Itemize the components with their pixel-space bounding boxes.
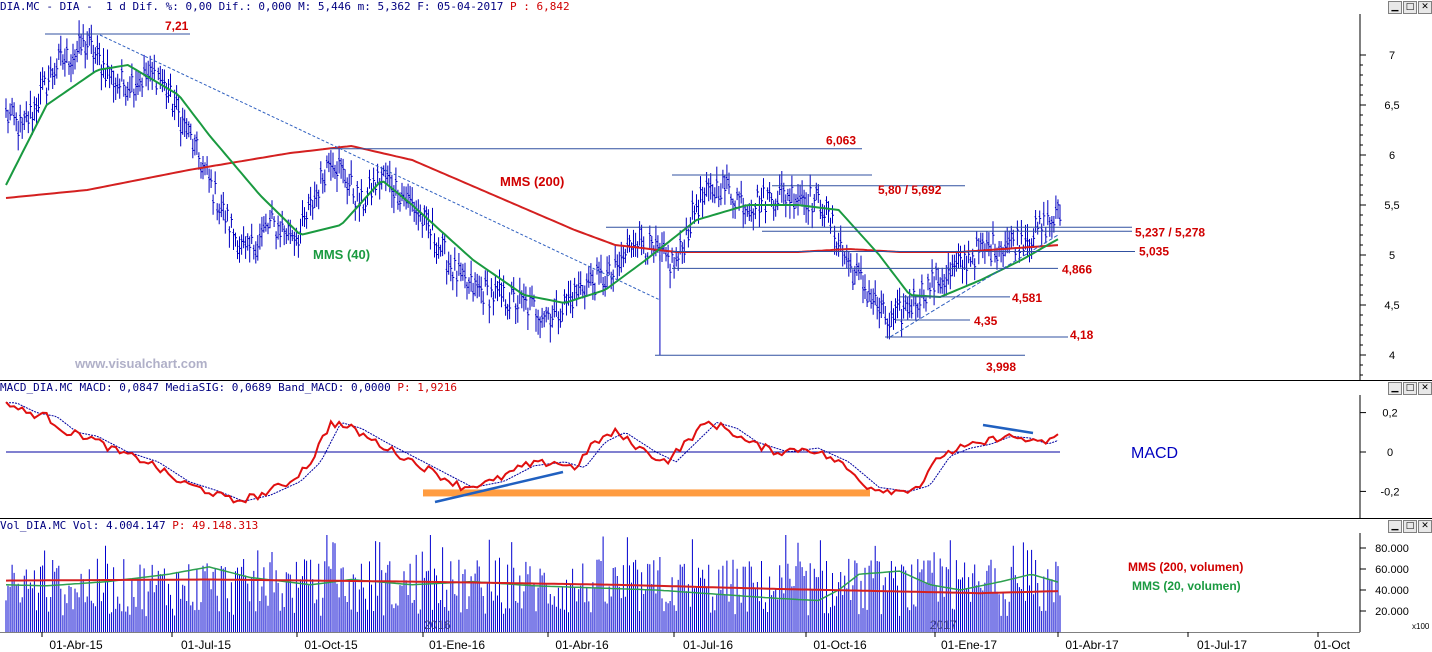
vol-ytick-label: 80.000 bbox=[1375, 543, 1409, 555]
price-ytick-label: 5,5 bbox=[1384, 200, 1399, 212]
x-tick-label: 01-Ene-16 bbox=[429, 638, 485, 652]
watermark: www.visualchart.com bbox=[74, 356, 207, 371]
macd-header-values: MACD_DIA.MC MACD: 0,0847 MediaSIG: 0,068… bbox=[0, 381, 391, 394]
vol-mms200-line bbox=[5, 578, 1059, 595]
x-tick-label: 01-Abr-15 bbox=[49, 638, 103, 652]
price-header-max: M: 5,446 bbox=[298, 0, 352, 13]
price-header-date: F: 05-04-2017 bbox=[417, 0, 504, 13]
macd-chart: MACD 0,2 0 -0,2 bbox=[5, 395, 1400, 518]
level-5237-label: 5,237 / 5,278 bbox=[1135, 225, 1205, 239]
mms40-line bbox=[5, 63, 1059, 304]
macd-close-button[interactable]: ✕ bbox=[1418, 382, 1432, 395]
maximize-button[interactable]: □ bbox=[1403, 1, 1417, 14]
x-tick-label: 01-Jul-15 bbox=[181, 638, 231, 652]
x-tick-label: 01-Jul-16 bbox=[683, 638, 733, 652]
vol-minimize-button[interactable]: ▁ bbox=[1388, 520, 1402, 533]
macd-minimize-button[interactable]: ▁ bbox=[1388, 382, 1402, 395]
macd-title: MACD bbox=[1131, 445, 1178, 462]
price-ytick-label: 7 bbox=[1389, 50, 1395, 62]
price-panel: DIA.MC - DIA - 1 d Dif. %: 0,00 Dif.: 0,… bbox=[0, 0, 1432, 380]
vol-ytick-label: 20.000 bbox=[1375, 606, 1409, 618]
mms200-label: MMS (200) bbox=[500, 174, 564, 189]
vol-mms200-legend: MMS (200, volumen) bbox=[1128, 560, 1243, 574]
panel-divider-2 bbox=[0, 518, 1432, 519]
x-tick-label: 01-Abr-17 bbox=[1065, 638, 1119, 652]
price-header-difpct: Dif. %: 0,00 bbox=[132, 0, 212, 13]
price-ytick-label: 4,5 bbox=[1384, 300, 1399, 312]
price-header: DIA.MC - DIA - 1 d Dif. %: 0,00 Dif.: 0,… bbox=[0, 0, 1432, 14]
price-ytick-label: 4 bbox=[1389, 350, 1395, 362]
close-button[interactable]: ✕ bbox=[1418, 1, 1432, 14]
volume-panel: Vol_DIA.MC Vol: 4.004.147 P: 49.148.313 … bbox=[0, 519, 1432, 632]
level-5692-label: 5,80 / 5,692 bbox=[878, 183, 942, 197]
mms200-line bbox=[5, 144, 1059, 253]
level-418-label: 4,18 bbox=[1070, 328, 1094, 342]
macd-ytick-label: 0 bbox=[1387, 447, 1393, 459]
macd-ytick-label: 0,2 bbox=[1382, 408, 1397, 420]
macd-ytick-label: -0,2 bbox=[1381, 486, 1400, 498]
level-4581-label: 4,581 bbox=[1012, 291, 1042, 305]
level-5035-label: 5,035 bbox=[1139, 245, 1169, 259]
year-label-2016: 2016 bbox=[424, 618, 451, 632]
panel-divider-1 bbox=[0, 380, 1432, 381]
level-3998-label: 3,998 bbox=[986, 360, 1016, 374]
x-axis: 01-Abr-15 01-Jul-15 01-Oct-15 01-Ene-16 01-A… bbox=[0, 632, 1360, 652]
x-tick-label: 01-Oct-15 bbox=[304, 638, 358, 652]
volume-header-values: Vol_DIA.MC Vol: 4.004.147 bbox=[0, 519, 166, 532]
x-tick-label: 01-Oct-16 bbox=[813, 638, 867, 652]
macd-divergence-down bbox=[982, 423, 1034, 435]
price-bars bbox=[5, 20, 1062, 343]
vol-maximize-button[interactable]: □ bbox=[1403, 520, 1417, 533]
vol-mms20-line bbox=[5, 566, 1059, 602]
year-label-2017: 2017 bbox=[930, 618, 957, 632]
trend-line-down bbox=[99, 34, 661, 301]
volume-header: Vol_DIA.MC Vol: 4.004.147 P: 49.148.313 bbox=[0, 519, 1432, 533]
macd-header-p: P: 1,9216 bbox=[397, 381, 457, 394]
minimize-button[interactable]: ▁ bbox=[1388, 1, 1402, 14]
level-4866-label: 4,866 bbox=[1062, 262, 1092, 276]
volume-chart: MMS (200, volumen) MMS (20, volumen) 2016 2… bbox=[5, 533, 1430, 632]
macd-maximize-button[interactable]: □ bbox=[1403, 382, 1417, 395]
mms40-label: MMS (40) bbox=[313, 247, 370, 262]
macd-divergence-up bbox=[434, 470, 564, 504]
macd-highlight-bar bbox=[423, 489, 870, 497]
price-ytick-label: 5 bbox=[1389, 250, 1395, 262]
x-tick-label: 01-Abr-16 bbox=[555, 638, 609, 652]
macd-line bbox=[5, 401, 1059, 504]
vol-close-button[interactable]: ✕ bbox=[1418, 520, 1432, 533]
price-header-symbol: DIA.MC - DIA - 1 d bbox=[0, 0, 126, 13]
level-435-label: 4,35 bbox=[974, 314, 998, 328]
vol-ytick-label: 60.000 bbox=[1375, 564, 1409, 576]
x-tick-label: 01-Oct bbox=[1314, 638, 1351, 652]
macd-panel: MACD_DIA.MC MACD: 0,0847 MediaSIG: 0,068… bbox=[0, 381, 1432, 518]
vol-multiplier: x100 bbox=[1412, 622, 1430, 631]
level-6063-label: 6,063 bbox=[826, 134, 856, 148]
price-chart: 7,21 6,063 5,80 / 5,692 5,237 / 5,278 5,035 4… bbox=[5, 14, 1400, 380]
price-header-p: P : 6,842 bbox=[510, 0, 570, 13]
vol-mms20-legend: MMS (20, volumen) bbox=[1132, 579, 1241, 593]
price-header-dif: Dif.: 0,000 bbox=[218, 0, 292, 13]
vol-ytick-label: 40.000 bbox=[1375, 585, 1409, 597]
x-tick-label: 01-Jul-17 bbox=[1197, 638, 1247, 652]
price-header-min: m: 5,362 bbox=[357, 0, 411, 13]
x-tick-label: 01-Ene-17 bbox=[941, 638, 997, 652]
price-ytick-label: 6 bbox=[1389, 150, 1395, 162]
volume-header-p: P: 49.148.313 bbox=[172, 519, 259, 532]
macd-header: MACD_DIA.MC MACD: 0,0847 MediaSIG: 0,068… bbox=[0, 381, 1432, 395]
level-721-label: 7,21 bbox=[165, 19, 189, 33]
price-ytick-label: 6,5 bbox=[1384, 100, 1399, 112]
macd-signal-line bbox=[6, 402, 1059, 502]
